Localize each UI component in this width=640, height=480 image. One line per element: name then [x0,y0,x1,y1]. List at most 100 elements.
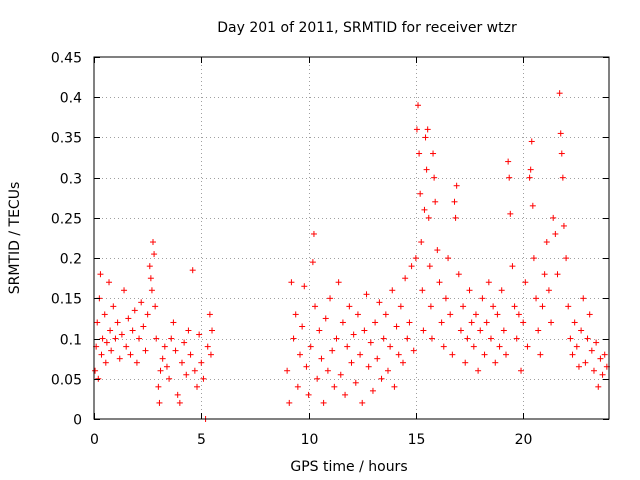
data-point [449,351,456,358]
axis-ticks [94,57,609,420]
data-point [129,327,136,334]
data-point [346,303,353,310]
data-point [565,303,572,310]
data-point [316,327,323,334]
data-point [161,343,168,350]
data-point [95,375,102,382]
data-point [292,311,299,318]
data-point [187,351,194,358]
data-point [147,275,154,282]
data-point [432,198,439,205]
data-point [421,206,428,213]
data-point [166,375,173,382]
data-point [333,335,340,342]
data-point [545,287,552,294]
data-point [533,295,540,302]
data-point [412,255,419,262]
data-point [110,303,117,310]
data-point [406,319,413,326]
data-point [374,355,381,362]
data-point [451,198,458,205]
data-point [107,327,114,334]
data-point [481,351,488,358]
data-point [430,150,437,157]
data-point [324,367,331,374]
data-point [189,267,196,274]
data-point [157,367,164,374]
data-point [151,251,158,258]
data-point [557,130,564,137]
y-tick-label: 0.4 [60,91,82,107]
data-point [397,303,404,310]
data-point [367,339,374,346]
y-tick-label: 0.15 [51,292,82,308]
data-point [331,383,338,390]
data-point [569,351,576,358]
data-point [348,359,355,366]
data-point [142,347,149,354]
data-point [550,214,557,221]
data-point [305,391,312,398]
data-point [318,355,325,362]
data-point [391,383,398,390]
data-point [588,347,595,354]
data-point [503,351,509,358]
data-point [148,287,155,294]
x-tick-label: 5 [197,432,206,448]
data-point [537,351,544,358]
data-point [475,367,482,374]
series-srmtid [92,90,610,422]
data-point [447,311,454,318]
data-point [428,335,435,342]
data-point [322,315,329,322]
data-point [422,134,429,141]
data-point [413,126,420,133]
y-tick-label: 0.3 [60,172,82,188]
data-point [92,367,99,374]
data-point [527,166,534,173]
data-point [108,347,115,354]
data-point [159,355,166,362]
data-point [365,363,372,370]
data-point [578,327,585,334]
data-point [552,230,559,237]
data-point [329,347,336,354]
data-point [376,299,383,306]
data-point [395,351,402,358]
y-tick-label: 0 [73,413,82,429]
data-point [144,311,151,318]
data-point [94,319,101,326]
data-point [140,323,147,330]
data-point [573,343,580,350]
data-point [483,319,490,326]
data-point [500,327,507,334]
data-point [361,327,368,334]
data-point [507,210,514,217]
data-point [460,303,467,310]
data-point [204,343,211,350]
data-point [494,311,501,318]
data-point [99,335,106,342]
data-point [584,335,591,342]
data-point [479,295,486,302]
data-point [97,271,104,278]
data-point [150,239,157,246]
data-point [303,363,310,370]
data-point [352,379,359,386]
data-point [440,343,447,350]
data-point [310,230,317,237]
data-point [125,315,132,322]
data-point [420,327,427,334]
data-point [477,327,484,334]
data-point [457,327,464,334]
data-point [194,383,200,390]
data-point [597,355,604,362]
data-point [284,367,291,374]
data-point [419,287,426,294]
data-point [402,275,409,282]
y-tick-labels: 0 0.05 0.1 0.15 0.2 0.25 0.3 0.35 0.4 0.45 [51,51,82,429]
data-point [434,247,441,254]
data-point [136,335,143,342]
data-point [294,383,301,390]
